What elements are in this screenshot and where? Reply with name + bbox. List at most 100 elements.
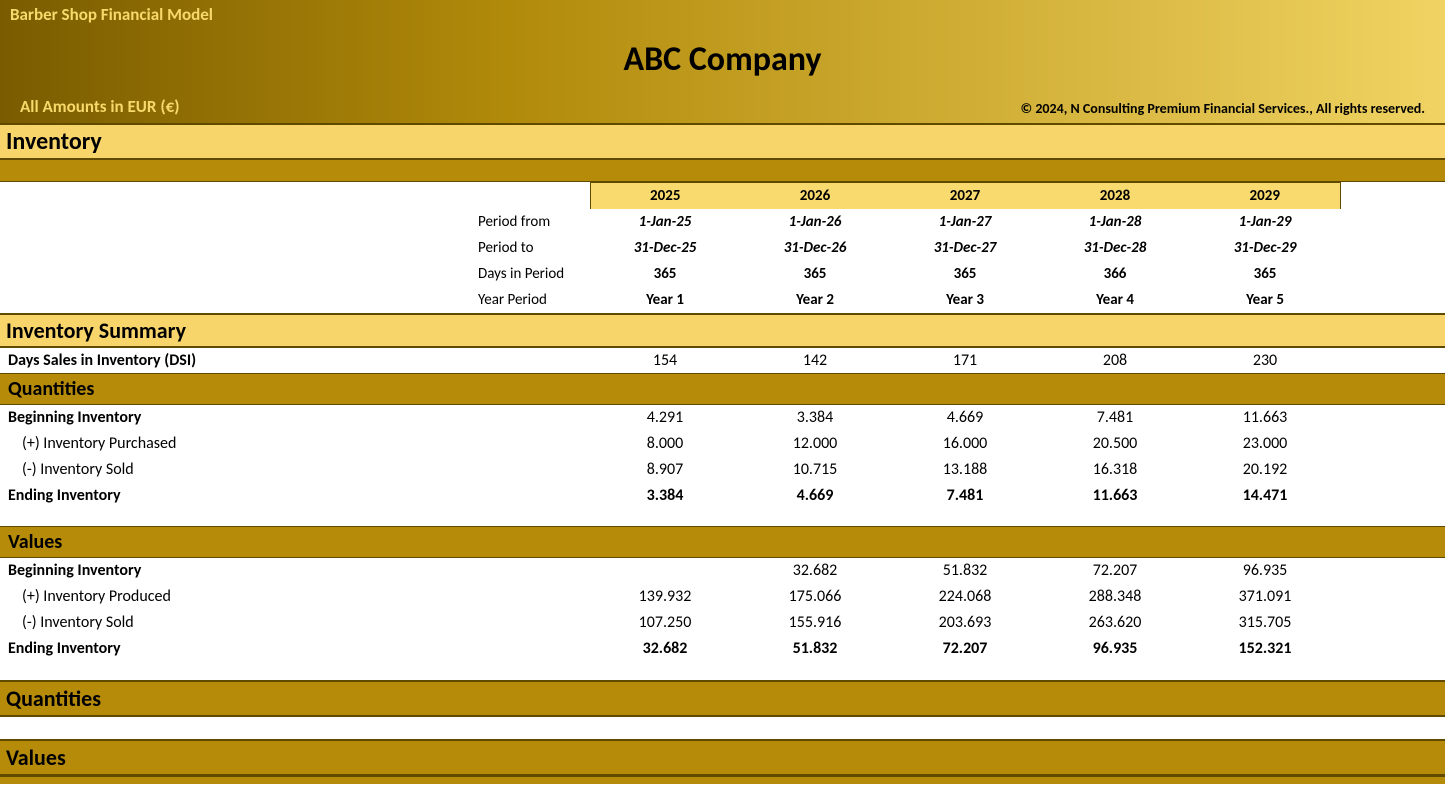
cell: 155.916 <box>740 610 890 636</box>
cell: 175.066 <box>740 584 890 610</box>
cell: 31-Dec-28 <box>1040 235 1190 261</box>
cell: 171 <box>890 348 1040 374</box>
cell: 1-Jan-26 <box>740 209 890 235</box>
cell: 14.471 <box>1190 483 1340 509</box>
year-2029: 2029 <box>1190 183 1340 209</box>
row-label: (-) Inventory Sold <box>0 610 590 636</box>
cell: 224.068 <box>890 584 1040 610</box>
model-name: Barber Shop Financial Model <box>10 4 1435 25</box>
cell: 3.384 <box>590 483 740 509</box>
cell: 203.693 <box>890 610 1040 636</box>
footer-divider <box>0 776 1445 784</box>
row-label: (+) Inventory Produced <box>0 584 590 610</box>
cell: 72.207 <box>890 636 1040 662</box>
divider <box>0 160 1445 182</box>
cell: Year 3 <box>890 287 1040 313</box>
qty-begin-row: Beginning Inventory 4.291 3.384 4.669 7.… <box>0 405 1445 431</box>
cell: 96.935 <box>1040 636 1190 662</box>
cell: Year 1 <box>590 287 740 313</box>
cell: 107.250 <box>590 610 740 636</box>
quantities-major-band: Quantities <box>0 680 1445 717</box>
row-label: Ending Inventory <box>0 483 590 509</box>
year-2027: 2027 <box>890 183 1040 209</box>
cell: 11.663 <box>1040 483 1190 509</box>
qty-sold-row: (-) Inventory Sold 8.907 10.715 13.188 1… <box>0 457 1445 483</box>
cell: 288.348 <box>1040 584 1190 610</box>
row-label: Ending Inventory <box>0 636 590 662</box>
cell: 152.321 <box>1190 636 1340 662</box>
header-block: Barber Shop Financial Model ABC Company … <box>0 0 1445 123</box>
dsi-label: Days Sales in Inventory (DSI) <box>0 348 590 374</box>
cell: 20.192 <box>1190 457 1340 483</box>
cell: 1-Jan-28 <box>1040 209 1190 235</box>
period-table: 2025 2026 2027 2028 2029 Period from 1-J… <box>0 182 1445 313</box>
val-produced-row: (+) Inventory Produced 139.932 175.066 2… <box>0 584 1445 610</box>
cell: 31-Dec-29 <box>1190 235 1340 261</box>
row-label: Beginning Inventory <box>0 558 590 584</box>
cell: 10.715 <box>740 457 890 483</box>
cell: 72.207 <box>1040 558 1190 584</box>
cell: 365 <box>740 261 890 287</box>
cell: 4.291 <box>590 405 740 431</box>
year-2026: 2026 <box>740 183 890 209</box>
cell: 1-Jan-29 <box>1190 209 1340 235</box>
values-major-band: Values <box>0 739 1445 776</box>
period-from-row: Period from 1-Jan-25 1-Jan-26 1-Jan-27 1… <box>0 209 1445 235</box>
cell: 31-Dec-26 <box>740 235 890 261</box>
val-sold-row: (-) Inventory Sold 107.250 155.916 203.6… <box>0 610 1445 636</box>
cell: Year 2 <box>740 287 890 313</box>
year-2025: 2025 <box>590 183 740 209</box>
cell: 96.935 <box>1190 558 1340 584</box>
cell: 32.682 <box>590 636 740 662</box>
cell: 4.669 <box>740 483 890 509</box>
period-from-label: Period from <box>470 209 590 235</box>
cell: Year 5 <box>1190 287 1340 313</box>
cell: 263.620 <box>1040 610 1190 636</box>
cell: 208 <box>1040 348 1190 374</box>
period-to-label: Period to <box>470 235 590 261</box>
days-label: Days in Period <box>470 261 590 287</box>
cell: 51.832 <box>740 636 890 662</box>
cell: 31-Dec-27 <box>890 235 1040 261</box>
cell: 4.669 <box>890 405 1040 431</box>
cell: 365 <box>890 261 1040 287</box>
cell: 8.000 <box>590 431 740 457</box>
period-to-row: Period to 31-Dec-25 31-Dec-26 31-Dec-27 … <box>0 235 1445 261</box>
cell: 12.000 <box>740 431 890 457</box>
val-end-row: Ending Inventory 32.682 51.832 72.207 96… <box>0 636 1445 662</box>
cell: 371.091 <box>1190 584 1340 610</box>
cell: 154 <box>590 348 740 374</box>
cell: 32.682 <box>740 558 890 584</box>
cell: 3.384 <box>740 405 890 431</box>
cell: 16.318 <box>1040 457 1190 483</box>
days-row: Days in Period 365 365 365 366 365 <box>0 261 1445 287</box>
cell: 13.188 <box>890 457 1040 483</box>
cell: 31-Dec-25 <box>590 235 740 261</box>
row-label: (-) Inventory Sold <box>0 457 590 483</box>
cell: 7.481 <box>1040 405 1190 431</box>
cell: 8.907 <box>590 457 740 483</box>
cell: Year 4 <box>1040 287 1190 313</box>
year-period-row: Year Period Year 1 Year 2 Year 3 Year 4 … <box>0 287 1445 313</box>
cell: 230 <box>1190 348 1340 374</box>
qty-end-row: Ending Inventory 3.384 4.669 7.481 11.66… <box>0 483 1445 509</box>
cell: 365 <box>1190 261 1340 287</box>
dsi-row: Days Sales in Inventory (DSI) 154 142 17… <box>0 348 1445 374</box>
cell: 1-Jan-25 <box>590 209 740 235</box>
cell: 51.832 <box>890 558 1040 584</box>
cell: 142 <box>740 348 890 374</box>
year-header-row: 2025 2026 2027 2028 2029 <box>0 183 1445 209</box>
values-subhead: Values <box>0 527 1445 558</box>
section-inventory-title: Inventory <box>0 123 1445 160</box>
cell: 365 <box>590 261 740 287</box>
year-period-label: Year Period <box>470 287 590 313</box>
cell: 23.000 <box>1190 431 1340 457</box>
cell: 366 <box>1040 261 1190 287</box>
cell: 315.705 <box>1190 610 1340 636</box>
cell <box>590 558 740 584</box>
quantities-subhead: Quantities <box>0 374 1445 405</box>
val-begin-row: Beginning Inventory 32.682 51.832 72.207… <box>0 558 1445 584</box>
cell: 139.932 <box>590 584 740 610</box>
currency-note: All Amounts in EUR (€) <box>20 96 180 117</box>
cell: 1-Jan-27 <box>890 209 1040 235</box>
